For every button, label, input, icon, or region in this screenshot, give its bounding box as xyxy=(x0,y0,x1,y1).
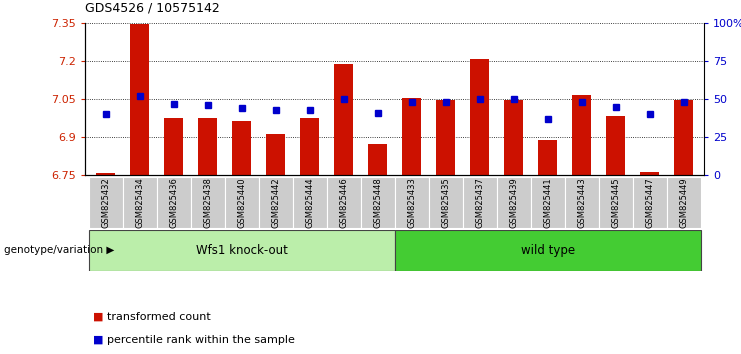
Bar xyxy=(130,24,149,175)
Bar xyxy=(394,177,428,228)
Text: GSM825437: GSM825437 xyxy=(475,177,484,228)
Bar xyxy=(402,98,421,175)
Bar xyxy=(572,95,591,175)
Bar xyxy=(156,177,190,228)
Text: GSM825445: GSM825445 xyxy=(611,177,620,228)
Bar xyxy=(293,177,327,228)
Bar xyxy=(394,230,700,271)
Bar xyxy=(538,140,557,175)
Bar xyxy=(368,143,387,175)
Text: GSM825442: GSM825442 xyxy=(271,177,280,228)
Text: GSM825446: GSM825446 xyxy=(339,177,348,228)
Text: GSM825438: GSM825438 xyxy=(203,177,212,228)
Bar xyxy=(599,177,633,228)
Bar xyxy=(361,177,394,228)
Text: GSM825435: GSM825435 xyxy=(441,177,450,228)
Text: GSM825449: GSM825449 xyxy=(679,177,688,228)
Text: genotype/variation ▶: genotype/variation ▶ xyxy=(4,245,114,256)
Bar xyxy=(428,177,462,228)
Text: Wfs1 knock-out: Wfs1 knock-out xyxy=(196,244,288,257)
Bar xyxy=(199,118,217,175)
Bar xyxy=(300,118,319,175)
Bar xyxy=(165,118,183,175)
Bar xyxy=(496,177,531,228)
Text: GSM825447: GSM825447 xyxy=(645,177,654,228)
Bar xyxy=(232,121,251,175)
Text: wild type: wild type xyxy=(520,244,574,257)
Text: percentile rank within the sample: percentile rank within the sample xyxy=(107,335,296,345)
Bar xyxy=(565,177,599,228)
Bar xyxy=(190,177,225,228)
Text: GSM825443: GSM825443 xyxy=(577,177,586,228)
Text: GSM825448: GSM825448 xyxy=(373,177,382,228)
Bar xyxy=(334,64,353,175)
Bar xyxy=(640,172,659,175)
Bar xyxy=(531,177,565,228)
Text: GSM825434: GSM825434 xyxy=(135,177,144,228)
Bar xyxy=(471,58,489,175)
Text: GSM825440: GSM825440 xyxy=(237,177,246,228)
Bar xyxy=(436,101,455,175)
Bar xyxy=(89,177,122,228)
Bar xyxy=(327,177,361,228)
Bar xyxy=(462,177,496,228)
Bar xyxy=(266,134,285,175)
Text: GSM825441: GSM825441 xyxy=(543,177,552,228)
Bar xyxy=(225,177,259,228)
Text: GSM825436: GSM825436 xyxy=(169,177,178,228)
Text: GSM825444: GSM825444 xyxy=(305,177,314,228)
Bar xyxy=(674,101,693,175)
Text: GSM825439: GSM825439 xyxy=(509,177,518,228)
Text: transformed count: transformed count xyxy=(107,312,211,322)
Bar xyxy=(504,101,523,175)
Bar xyxy=(259,177,293,228)
Text: GDS4526 / 10575142: GDS4526 / 10575142 xyxy=(85,1,220,14)
Text: ■: ■ xyxy=(93,312,103,322)
Bar xyxy=(667,177,700,228)
Text: GSM825433: GSM825433 xyxy=(407,177,416,228)
Bar xyxy=(96,173,115,175)
Bar xyxy=(606,116,625,175)
Bar xyxy=(633,177,667,228)
Text: GSM825432: GSM825432 xyxy=(101,177,110,228)
Text: ■: ■ xyxy=(93,335,103,345)
Bar xyxy=(122,177,156,228)
Bar xyxy=(89,230,394,271)
